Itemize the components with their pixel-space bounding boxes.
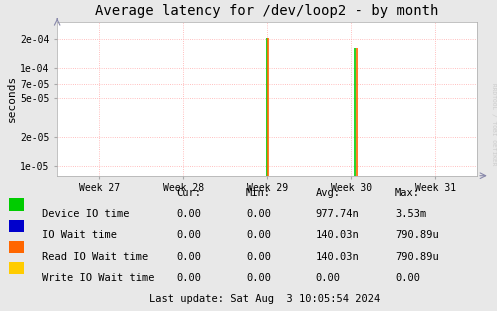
- Text: 0.00: 0.00: [246, 209, 271, 219]
- Text: 0.00: 0.00: [246, 273, 271, 283]
- Text: 0.00: 0.00: [246, 230, 271, 240]
- Text: 0.00: 0.00: [176, 230, 201, 240]
- Text: Min:: Min:: [246, 188, 271, 198]
- Text: 0.00: 0.00: [395, 273, 420, 283]
- Text: Avg:: Avg:: [316, 188, 340, 198]
- Text: Device IO time: Device IO time: [42, 209, 130, 219]
- Text: 140.03n: 140.03n: [316, 252, 359, 262]
- Text: Last update: Sat Aug  3 10:05:54 2024: Last update: Sat Aug 3 10:05:54 2024: [149, 294, 380, 304]
- Text: 140.03n: 140.03n: [316, 230, 359, 240]
- Text: IO Wait time: IO Wait time: [42, 230, 117, 240]
- Y-axis label: seconds: seconds: [7, 75, 17, 122]
- Text: 790.89u: 790.89u: [395, 252, 439, 262]
- Text: 3.53m: 3.53m: [395, 209, 426, 219]
- Text: 0.00: 0.00: [176, 252, 201, 262]
- Text: Cur:: Cur:: [176, 188, 201, 198]
- Text: Write IO Wait time: Write IO Wait time: [42, 273, 155, 283]
- Text: 0.00: 0.00: [176, 209, 201, 219]
- Text: 790.89u: 790.89u: [395, 230, 439, 240]
- Title: Average latency for /dev/loop2 - by month: Average latency for /dev/loop2 - by mont…: [95, 4, 439, 18]
- Text: 0.00: 0.00: [316, 273, 340, 283]
- Text: RRDTOOL / TOBI OETIKER: RRDTOOL / TOBI OETIKER: [491, 83, 496, 166]
- Text: Read IO Wait time: Read IO Wait time: [42, 252, 149, 262]
- Text: 0.00: 0.00: [246, 252, 271, 262]
- Text: Max:: Max:: [395, 188, 420, 198]
- Text: 0.00: 0.00: [176, 273, 201, 283]
- Text: 977.74n: 977.74n: [316, 209, 359, 219]
